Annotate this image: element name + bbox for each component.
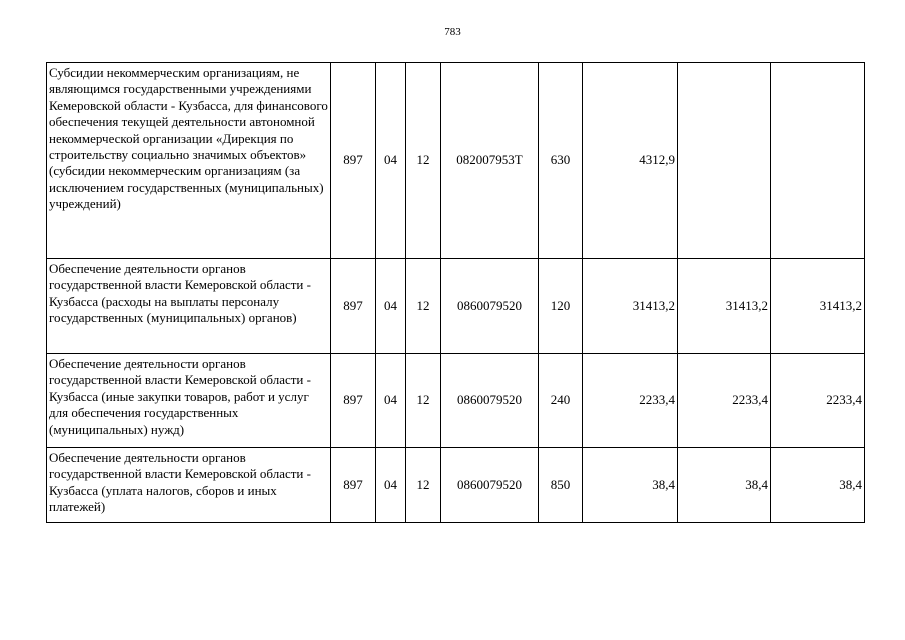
expense-type-cell: 120 [538,258,583,354]
amount-2-cell [677,62,771,259]
amount-2-cell: 38,4 [677,447,771,523]
budget-table: Субсидии некоммерческим организациям, не… [46,62,865,523]
page-number: 783 [444,26,461,38]
section-code-cell: 04 [375,353,406,448]
ministry-code-cell: 897 [330,62,376,259]
subsection-code-cell: 12 [405,447,441,523]
amount-2-cell: 2233,4 [677,353,771,448]
amount-3-cell: 2233,4 [770,353,865,448]
expense-type-cell: 630 [538,62,583,259]
description-cell: Обеспечение деятельности органов государ… [46,353,331,448]
expense-type-cell: 240 [538,353,583,448]
table-row: Обеспечение деятельности органов государ… [46,258,865,354]
description-cell: Обеспечение деятельности органов государ… [46,258,331,354]
subsection-code-cell: 12 [405,62,441,259]
section-code-cell: 04 [375,447,406,523]
amount-3-cell [770,62,865,259]
target-article-cell: 0860079520 [440,258,539,354]
expense-type-cell: 850 [538,447,583,523]
ministry-code-cell: 897 [330,353,376,448]
ministry-code-cell: 897 [330,258,376,354]
table-row: Субсидии некоммерческим организациям, не… [46,62,865,259]
amount-3-cell: 31413,2 [770,258,865,354]
description-cell: Субсидии некоммерческим организациям, не… [46,62,331,259]
table-row: Обеспечение деятельности органов государ… [46,447,865,523]
section-code-cell: 04 [375,62,406,259]
target-article-cell: 082007953Т [440,62,539,259]
amount-3-cell: 38,4 [770,447,865,523]
section-code-cell: 04 [375,258,406,354]
amount-2-cell: 31413,2 [677,258,771,354]
description-cell: Обеспечение деятельности органов государ… [46,447,331,523]
amount-1-cell: 4312,9 [582,62,678,259]
target-article-cell: 0860079520 [440,353,539,448]
ministry-code-cell: 897 [330,447,376,523]
target-article-cell: 0860079520 [440,447,539,523]
table-row: Обеспечение деятельности органов государ… [46,353,865,448]
subsection-code-cell: 12 [405,258,441,354]
amount-1-cell: 31413,2 [582,258,678,354]
amount-1-cell: 2233,4 [582,353,678,448]
amount-1-cell: 38,4 [582,447,678,523]
subsection-code-cell: 12 [405,353,441,448]
